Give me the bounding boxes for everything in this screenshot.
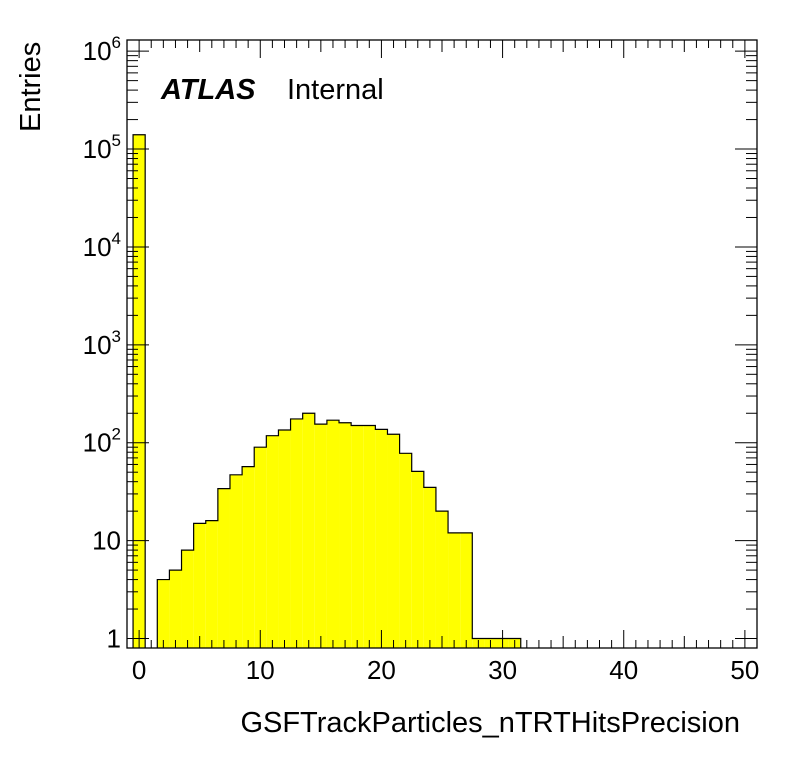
y-axis-title: Entries — [15, 42, 47, 132]
histogram-bar — [302, 413, 315, 648]
y-tick-exponent: 6 — [112, 33, 121, 52]
histogram-bar — [314, 424, 327, 648]
y-tick-exponent: 3 — [112, 327, 121, 346]
y-tick-exponent: 4 — [112, 229, 121, 248]
y-tick-label: 102 — [83, 425, 121, 458]
x-tick-labels: 0 10 20 30 40 50 — [132, 655, 759, 685]
histogram-bar — [266, 435, 279, 648]
y-tick-label: 10 — [92, 526, 121, 556]
y-tick-base: 10 — [83, 36, 112, 66]
histogram-bar — [399, 453, 412, 648]
y-tick-label: 1 — [107, 624, 121, 654]
histogram-bar — [290, 418, 303, 648]
x-tick-label: 10 — [246, 655, 275, 685]
histogram-bar — [339, 422, 352, 648]
histogram-bar — [157, 579, 170, 648]
histogram-bar — [133, 134, 146, 648]
y-tick-label: 104 — [83, 229, 121, 262]
y-tick-exponent: 5 — [112, 131, 121, 150]
histogram-bar — [460, 532, 473, 648]
y-tick-exponent: 2 — [112, 425, 121, 444]
histogram-bar — [435, 511, 449, 648]
x-axis-ticks — [138, 40, 746, 648]
y-tick-label: 105 — [83, 131, 121, 164]
y-tick-base: 10 — [83, 428, 112, 458]
histogram-bars — [133, 134, 521, 648]
y-tick-base: 10 — [83, 232, 112, 262]
histogram-bar — [423, 487, 436, 648]
y-tick-base: 1 — [107, 624, 121, 654]
histogram-bar — [229, 474, 243, 648]
y-axis-ticks — [127, 50, 757, 640]
x-axis-title: GSFTrackParticles_nTRTHitsPrecision — [240, 707, 740, 739]
histogram-bar — [193, 523, 206, 648]
histogram-bar — [205, 520, 218, 648]
histogram-bar — [326, 420, 340, 648]
histogram-bar — [181, 550, 194, 648]
histogram-bar — [351, 425, 364, 648]
x-tick-label: 30 — [488, 655, 517, 685]
histogram-bar — [387, 434, 400, 648]
histogram-bar — [169, 570, 182, 648]
histogram-outline-group — [132, 134, 522, 648]
histogram-bar — [278, 429, 291, 648]
histogram-bar — [363, 425, 376, 648]
x-tick-label: 0 — [132, 655, 146, 685]
y-tick-label: 103 — [83, 327, 121, 360]
histogram-bar — [375, 429, 388, 648]
y-tick-label: 106 — [83, 33, 121, 66]
histogram-bar — [448, 532, 461, 648]
histogram-outline — [132, 134, 522, 648]
x-tick-label: 20 — [367, 655, 396, 685]
y-tick-base: 10 — [83, 134, 112, 164]
internal-label: Internal — [287, 74, 384, 106]
histogram-bar — [217, 488, 230, 648]
histogram-bar — [254, 447, 267, 648]
atlas-label: ATLAS — [160, 74, 256, 106]
y-tick-base: 10 — [83, 330, 112, 360]
histogram-bar — [242, 466, 255, 648]
x-tick-label: 40 — [609, 655, 638, 685]
histogram-bar — [411, 471, 424, 648]
x-tick-label: 50 — [730, 655, 759, 685]
y-tick-base: 10 — [92, 526, 121, 556]
